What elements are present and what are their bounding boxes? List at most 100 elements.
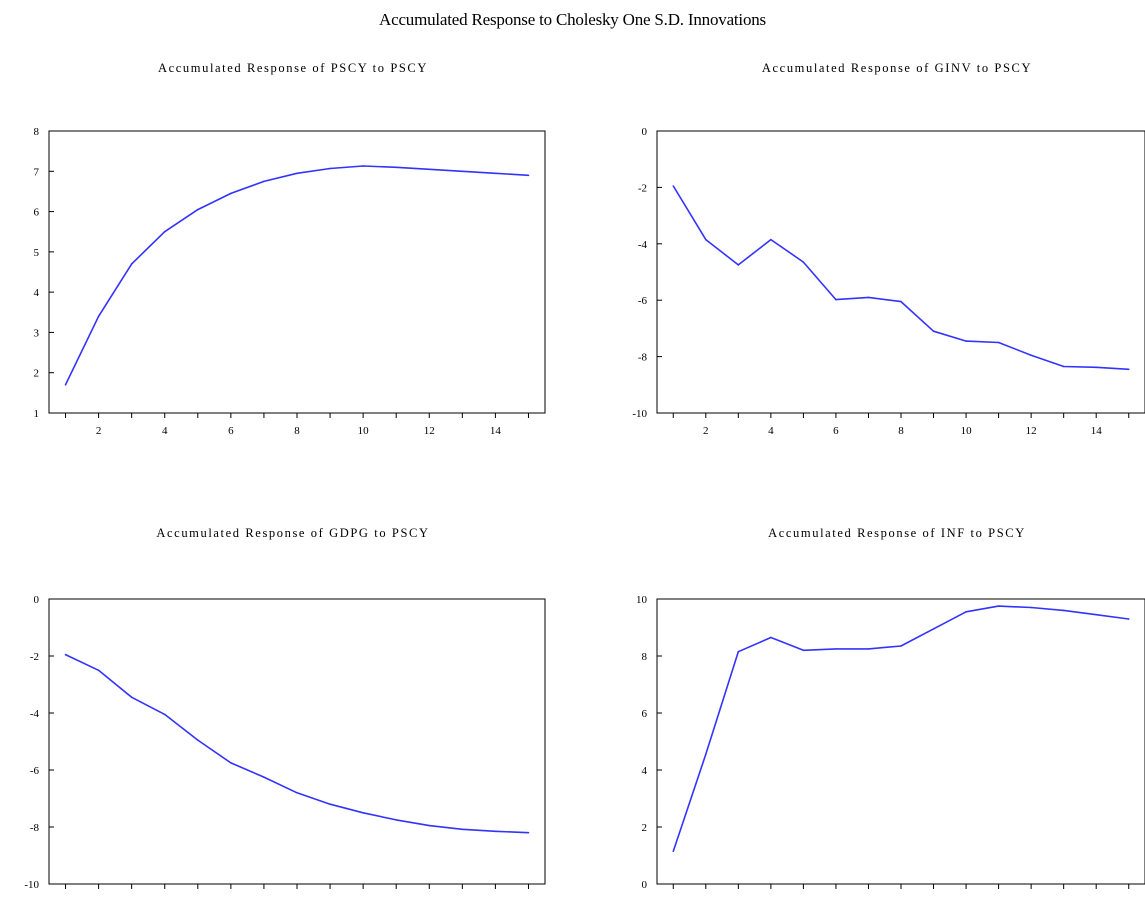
series-line xyxy=(64,165,529,386)
x-tick-label: 14 xyxy=(490,896,502,898)
y-tick-label: -10 xyxy=(24,879,39,891)
x-tick-label: 4 xyxy=(768,896,774,898)
y-tick-label: 5 xyxy=(34,247,40,259)
plot-frame xyxy=(656,130,1145,414)
data-point xyxy=(705,238,707,241)
data-point xyxy=(527,831,530,834)
x-tick-label: 4 xyxy=(162,425,168,437)
x-tick-label: 8 xyxy=(294,896,300,898)
x-tick-label: 6 xyxy=(833,425,839,437)
data-point xyxy=(527,174,530,177)
data-point xyxy=(64,384,67,386)
x-tick-label: 6 xyxy=(228,425,234,437)
data-point xyxy=(329,167,331,170)
x-tick-label: 10 xyxy=(961,896,973,898)
data-point xyxy=(1127,368,1130,371)
data-point xyxy=(230,762,232,764)
y-tick-label: 2 xyxy=(642,822,648,834)
chart-title: Accumulated Response of INF to PSCY xyxy=(768,526,1026,540)
x-tick-label: 14 xyxy=(1091,425,1103,437)
y-tick-label: 6 xyxy=(642,708,648,720)
x-tick-label: 10 xyxy=(358,425,370,437)
x-tick-label: 2 xyxy=(703,896,709,898)
data-point xyxy=(263,776,265,778)
x-tick-label: 6 xyxy=(833,896,839,898)
data-point xyxy=(900,645,902,647)
data-point xyxy=(867,648,870,650)
data-point xyxy=(1030,354,1032,356)
data-point xyxy=(997,341,1000,344)
y-tick-label: 8 xyxy=(34,126,40,138)
data-point xyxy=(867,296,870,299)
y-tick-label: 6 xyxy=(34,207,40,219)
chart-title: Accumulated Response of GINV to PSCY xyxy=(762,61,1032,75)
data-point xyxy=(163,713,166,716)
data-point xyxy=(163,230,166,233)
y-tick-label: 0 xyxy=(642,879,648,891)
data-point xyxy=(672,185,675,187)
y-tick-label: -4 xyxy=(638,239,648,251)
y-tick-label: 4 xyxy=(642,765,648,777)
data-point xyxy=(197,739,199,741)
data-point xyxy=(329,803,331,805)
data-point xyxy=(672,850,675,853)
x-tick-label: 10 xyxy=(961,425,973,437)
data-point xyxy=(362,811,364,814)
data-point xyxy=(965,611,967,613)
x-tick-label: 6 xyxy=(228,896,234,898)
series-line xyxy=(672,185,1129,371)
data-point xyxy=(395,819,398,821)
x-tick-label: 10 xyxy=(358,896,370,898)
data-point xyxy=(263,180,265,183)
data-point xyxy=(770,636,772,639)
data-point xyxy=(835,648,837,650)
x-tick-label: 4 xyxy=(768,425,774,437)
chart-panel-3: Accumulated Response of GDPG to PSCY -10 -… xyxy=(24,526,546,898)
x-tick-label: 12 xyxy=(424,896,435,898)
x-tick-label: 12 xyxy=(1026,425,1037,437)
chart-title: Accumulated Response of GDPG to PSCY xyxy=(156,526,429,540)
x-tick-label: 8 xyxy=(294,425,300,437)
data-point xyxy=(705,753,707,756)
data-point xyxy=(296,172,298,175)
data-point xyxy=(802,649,805,652)
x-tick-label: 14 xyxy=(1091,896,1103,898)
data-point xyxy=(1095,366,1097,369)
data-point xyxy=(64,653,67,656)
chart-title: Accumulated Response of PSCY to PSCY xyxy=(158,61,428,75)
x-tick-label: 8 xyxy=(898,896,904,898)
y-tick-label: -2 xyxy=(30,651,39,663)
y-tick-label: -2 xyxy=(638,182,647,194)
data-point xyxy=(395,166,398,169)
series-line xyxy=(65,653,529,834)
plot-frame xyxy=(48,598,546,885)
y-tick-label: 0 xyxy=(34,594,40,606)
data-point xyxy=(362,165,364,167)
data-point xyxy=(494,172,497,175)
y-tick-label: 7 xyxy=(34,166,40,178)
y-tick-label: 10 xyxy=(636,594,648,606)
y-tick-label: 4 xyxy=(34,287,40,299)
y-tick-label: -8 xyxy=(638,352,648,364)
y-tick-label: 3 xyxy=(34,327,40,339)
data-point xyxy=(965,340,967,342)
x-tick-label: 2 xyxy=(96,896,102,898)
y-tick-label: 8 xyxy=(642,651,648,663)
y-tick-label: -10 xyxy=(632,408,647,420)
x-tick-label: 12 xyxy=(424,425,435,437)
data-point xyxy=(802,261,805,263)
data-point xyxy=(296,792,298,794)
y-tick-label: -4 xyxy=(30,708,40,720)
y-tick-label: 0 xyxy=(642,126,648,138)
data-point xyxy=(428,824,431,827)
data-point xyxy=(900,300,902,303)
y-tick-label: 1 xyxy=(34,408,40,420)
x-tick-label: 2 xyxy=(703,425,709,437)
data-point xyxy=(1095,613,1097,616)
chart-panel-4: Accumulated Response of INF to PSCY 0 2 4 6 8… xyxy=(636,526,1145,898)
data-point xyxy=(737,264,740,266)
data-point xyxy=(932,330,935,333)
data-point xyxy=(461,828,464,831)
data-point xyxy=(1127,618,1130,620)
data-point xyxy=(770,238,772,241)
